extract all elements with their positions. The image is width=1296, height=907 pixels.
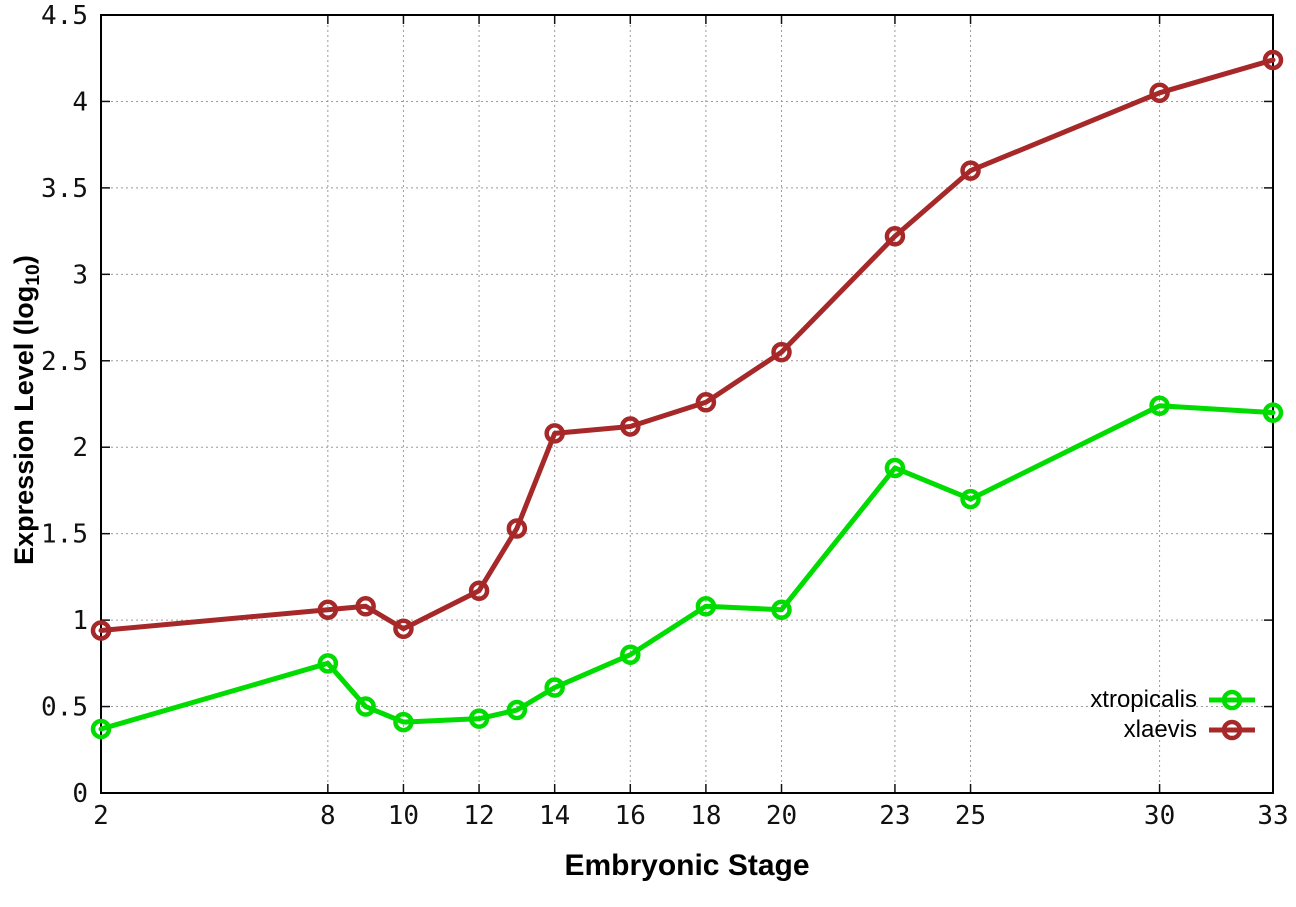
- data-point-xlaevis-18: [695, 392, 717, 413]
- y-tick-label-4.5: 4.5: [41, 1, 88, 31]
- data-point-xtropicalis-18: [695, 596, 717, 617]
- y-axis-title-close: ): [8, 255, 39, 265]
- y-tick-label-3: 3: [72, 260, 88, 290]
- y-axis-title: Expression Level (log10): [9, 255, 45, 565]
- x-tick-label-33: 33: [1257, 801, 1288, 831]
- y-tick-label-2.5: 2.5: [41, 347, 88, 377]
- y-tick-label-4: 4: [72, 87, 88, 117]
- data-point-xtropicalis-14: [544, 677, 565, 698]
- legend-label: xtropicalis: [1090, 686, 1197, 713]
- legend: xtropicalis xlaevis: [1090, 686, 1258, 744]
- data-point-xtropicalis-8: [317, 653, 339, 674]
- data-point-xlaevis-14: [544, 423, 565, 444]
- data-point-xtropicalis-23: [884, 457, 906, 479]
- x-tick-label-14: 14: [539, 801, 570, 831]
- line-circle-marker-icon: [1209, 719, 1255, 741]
- x-tick-label-2: 2: [93, 801, 109, 831]
- x-tick-label-8: 8: [320, 801, 336, 831]
- data-point-xtropicalis-13: [506, 699, 528, 721]
- x-tick-label-10: 10: [388, 801, 419, 831]
- x-tick-label-12: 12: [463, 801, 494, 831]
- x-tick-label-18: 18: [690, 801, 721, 831]
- line-circle-marker-icon: [1209, 689, 1255, 711]
- data-point-xlaevis-16: [620, 416, 641, 437]
- data-point-xlaevis-25: [960, 160, 981, 181]
- series-line-xtropicalis: [98, 403, 1276, 732]
- data-point-xlaevis-23: [884, 226, 906, 247]
- data-point-xtropicalis-2: [90, 718, 112, 740]
- x-tick-label-25: 25: [955, 801, 986, 831]
- data-point-xlaevis-8: [317, 599, 339, 620]
- data-point-xtropicalis-12: [468, 708, 490, 729]
- y-tick-label-0.5: 0.5: [41, 693, 88, 723]
- data-point-xtropicalis-20: [771, 599, 792, 620]
- data-point-xlaevis-13: [506, 518, 528, 539]
- y-tick-label-3.5: 3.5: [41, 174, 88, 204]
- data-point-xlaevis-2: [90, 620, 112, 641]
- data-point-xlaevis-20: [771, 341, 792, 363]
- y-tick-label-2: 2: [72, 433, 88, 463]
- data-point-xtropicalis-25: [960, 488, 981, 510]
- x-tick-label-30: 30: [1144, 801, 1175, 831]
- x-tick-label-16: 16: [615, 801, 646, 831]
- data-point-xtropicalis-9: [355, 696, 376, 717]
- data-point-xtropicalis-10: [393, 711, 414, 733]
- data-point-xtropicalis-30: [1149, 395, 1170, 416]
- data-point-xlaevis-30: [1149, 82, 1170, 104]
- x-tick-label-23: 23: [879, 801, 910, 831]
- data-point-xlaevis-33: [1262, 49, 1284, 71]
- y-tick-label-1.5: 1.5: [41, 520, 88, 550]
- x-axis-title: Embryonic Stage: [564, 849, 810, 882]
- y-axis-title-text: Expression Level (log: [8, 285, 39, 565]
- data-point-xlaevis-10: [393, 618, 414, 640]
- y-tick-label-1: 1: [72, 606, 88, 636]
- legend-item-xlaevis: xlaevis: [1090, 716, 1258, 744]
- data-point-xlaevis-12: [468, 580, 490, 601]
- data-point-xtropicalis-16: [620, 644, 641, 665]
- data-point-xtropicalis-33: [1262, 402, 1284, 423]
- series-line-xlaevis: [98, 57, 1276, 633]
- x-tick-label-20: 20: [766, 801, 797, 831]
- y-axis-title-subscript: 10: [22, 264, 45, 286]
- data-point-xlaevis-9: [355, 596, 376, 617]
- y-tick-label-0: 0: [72, 779, 88, 809]
- legend-item-xtropicalis: xtropicalis: [1090, 686, 1258, 714]
- legend-label: xlaevis: [1123, 716, 1197, 743]
